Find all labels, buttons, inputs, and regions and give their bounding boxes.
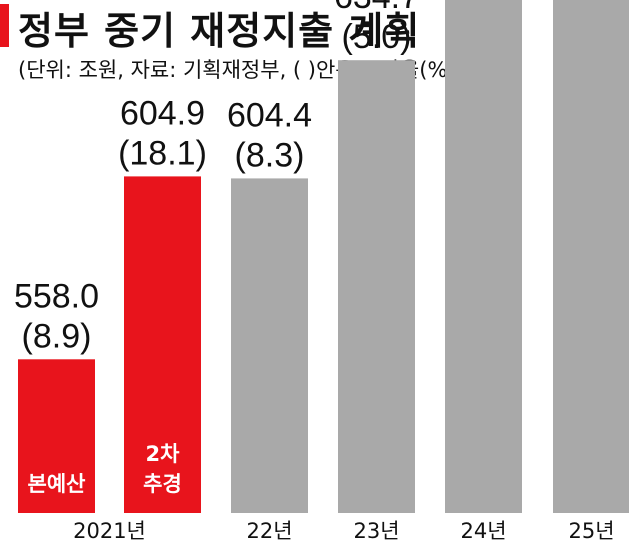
bar xyxy=(445,0,522,514)
category-label: 2021년 xyxy=(73,519,146,543)
value-label: 604.9 xyxy=(120,94,205,132)
bar xyxy=(124,176,201,513)
category-label: 23년 xyxy=(353,519,399,543)
bar xyxy=(231,178,308,513)
bar-inner-label: 추경 xyxy=(143,472,182,496)
bar-inner-label: 2차 xyxy=(146,442,181,466)
category-label: 24년 xyxy=(460,519,506,543)
bar xyxy=(18,359,95,513)
title-accent-bar xyxy=(0,4,9,47)
chart-title: 정부 중기 재정지출 계획 xyxy=(18,9,421,53)
category-label: 22년 xyxy=(246,519,292,543)
growth-label: (8.3) xyxy=(235,136,305,174)
bar xyxy=(553,0,629,513)
value-label: 634.7 xyxy=(334,0,419,16)
growth-label: (18.1) xyxy=(118,134,207,172)
value-label: 558.0 xyxy=(14,277,99,315)
bar xyxy=(338,60,415,513)
bar-inner-label: 본예산 xyxy=(28,472,86,496)
category-label: 25년 xyxy=(568,519,614,543)
value-label: 604.4 xyxy=(227,96,312,134)
growth-label: (5.0) xyxy=(342,18,412,56)
growth-label: (8.9) xyxy=(22,317,92,355)
